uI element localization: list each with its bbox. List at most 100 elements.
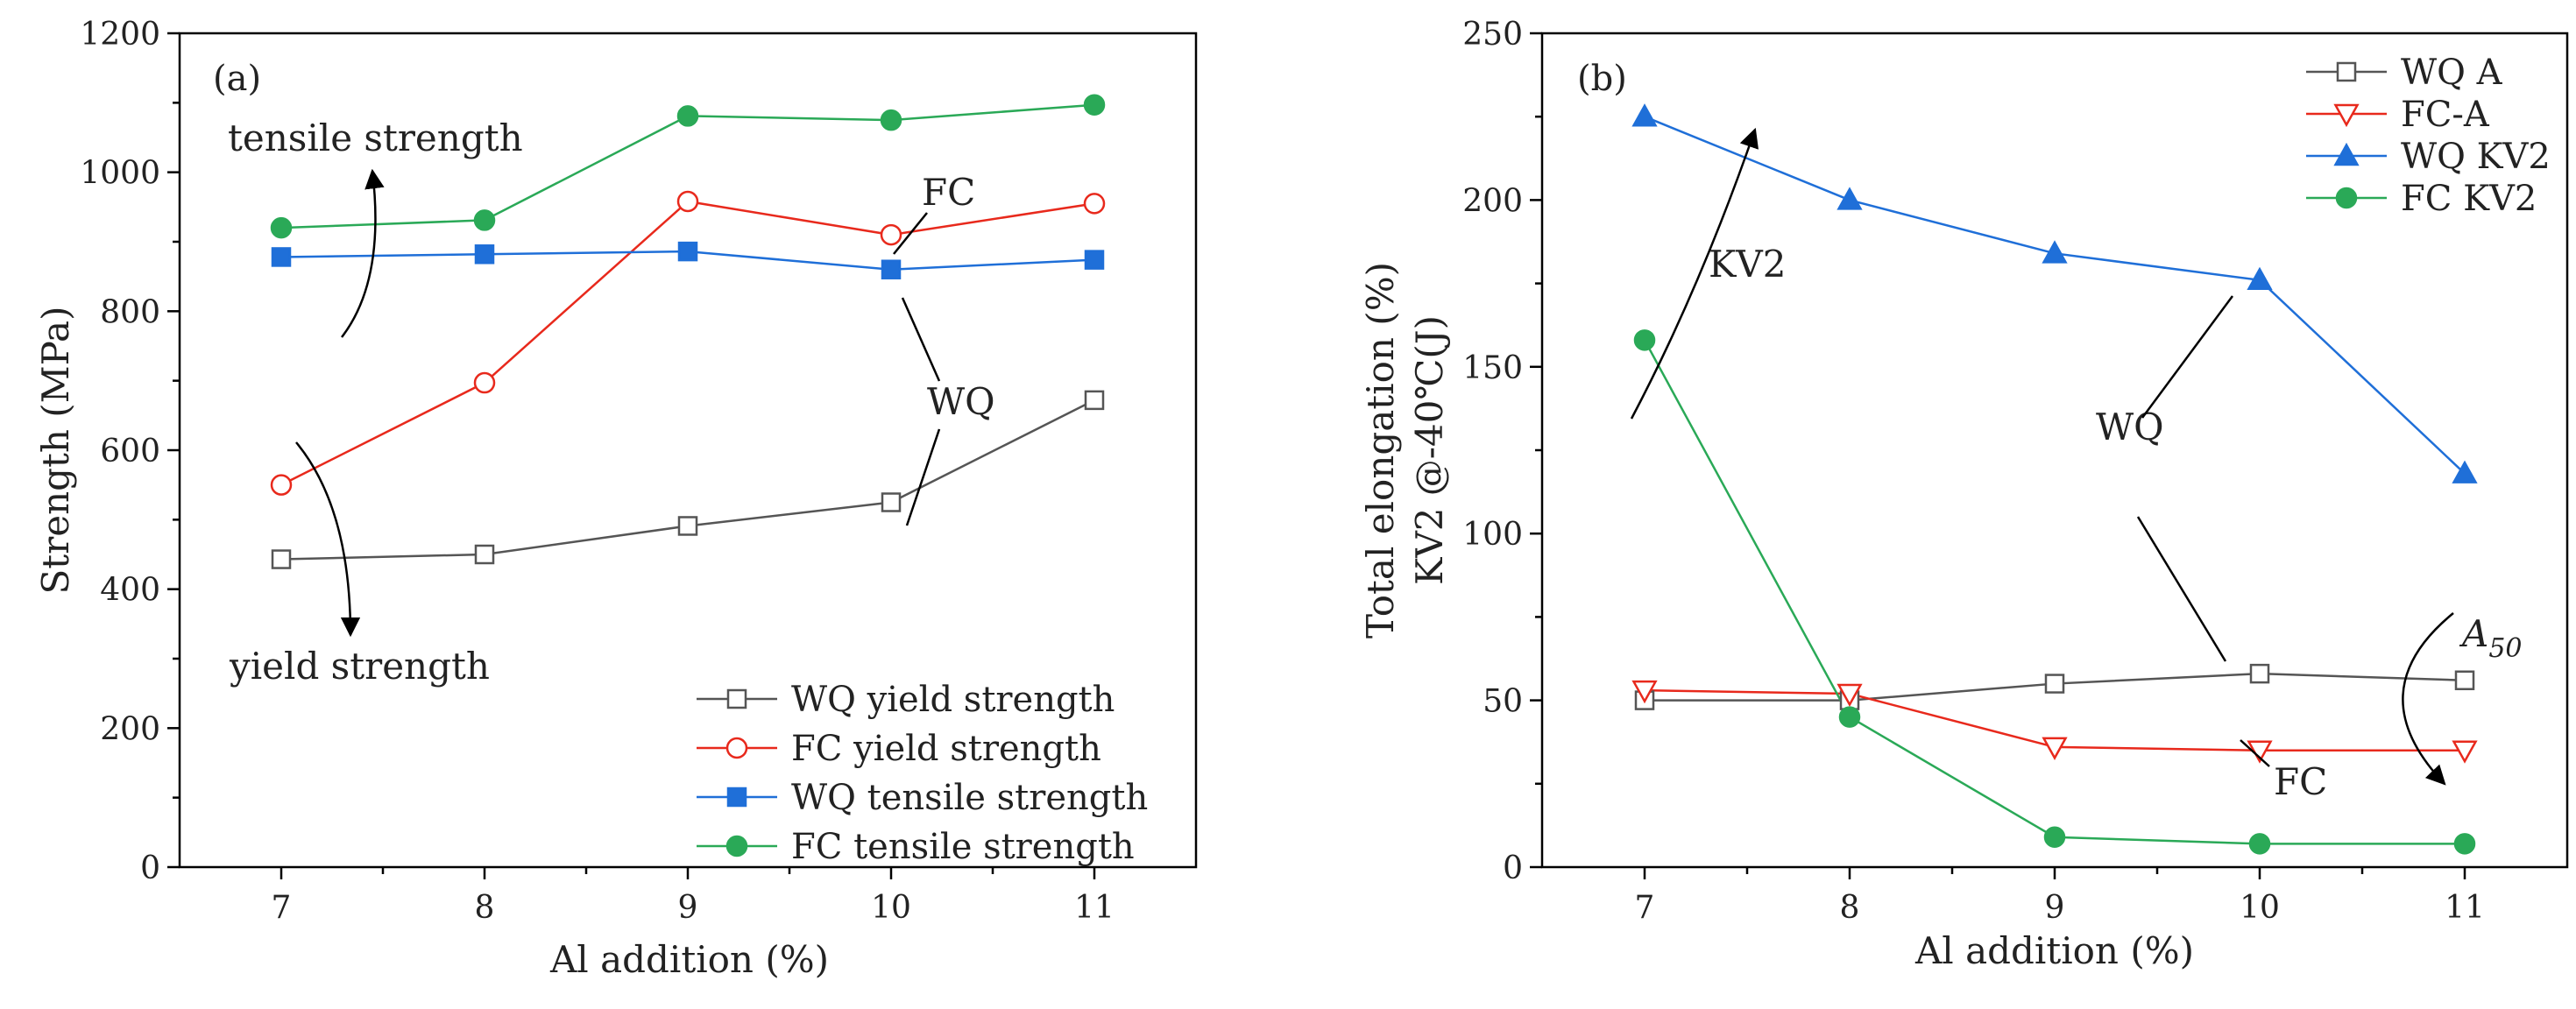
- panel-a-legend: WQ yield strength FC yield strength WQ ten…: [697, 680, 1148, 867]
- panel-b-y-tick-label: 100: [1462, 517, 1523, 553]
- panel-a-series-4-point: [880, 109, 902, 131]
- panel-b-legend-label: WQ A: [2401, 53, 2503, 93]
- panel-a-annotation-wq: WQ: [927, 380, 995, 423]
- panel-b-series-1-point: [2044, 674, 2065, 694]
- panel-a-series-2-point: [676, 190, 699, 213]
- panel-b-fc-leader: [2240, 739, 2270, 767]
- panel-a-series-1-point: [881, 492, 902, 512]
- panel-a-annotation-yield: yield strength: [229, 645, 490, 688]
- panel-a-y-tick-label: 200: [100, 711, 160, 747]
- panel-b-series-3-point: [2042, 240, 2068, 264]
- panel-a-series-2-point: [1083, 193, 1106, 215]
- panel-a-series-3-point: [271, 247, 292, 267]
- panel-a-legend-label: WQ tensile strength: [791, 778, 1148, 818]
- panel-b-legend-label: WQ KV2: [2401, 137, 2551, 177]
- panel-b-annotation-wq: WQ: [2096, 406, 2164, 448]
- panel-b-legend-marker: [2333, 142, 2360, 166]
- panel-a-series-2-point: [270, 474, 293, 496]
- panel-b-annotation-a50: A50: [2459, 612, 2523, 664]
- panel-b-series: [1631, 103, 2478, 855]
- panel-a-legend-marker: [725, 835, 748, 857]
- panel-b-x-axis-title: Al addition (%): [1914, 929, 2194, 972]
- panel-a-series-2-point: [473, 371, 496, 394]
- panel-a-fc-leader: [893, 212, 928, 255]
- panel-b-annotation-fc: FC: [2274, 760, 2327, 803]
- panel-a-axes: 7 8 9 10 11 0 200 400 600 800 1000 1200: [80, 17, 1115, 926]
- panel-b-y-axis-title: Total elongation (%): [1359, 262, 1402, 639]
- panel-a-x-tick-label: 11: [1074, 890, 1115, 926]
- panel-a-legend-marker: [726, 787, 747, 808]
- panel-a-wq-leader-lower: [905, 428, 941, 526]
- panel-b-legend-label: FC KV2: [2401, 179, 2537, 219]
- panel-b-y-tick-label: 50: [1483, 684, 1523, 720]
- panel-a-legend-label: WQ yield strength: [791, 680, 1115, 720]
- panel-a-x-tick-label: 10: [871, 890, 911, 926]
- panel-a-y-axis-title: Strength (MPa): [34, 307, 77, 595]
- panel-b-legend-marker: [2336, 61, 2357, 82]
- panel-b-series-4-point: [1838, 706, 1861, 728]
- panel-a-series-4-point: [270, 216, 293, 239]
- panel-b-series-3-point: [1631, 103, 1658, 127]
- panel-b-x-tick-label: 10: [2240, 890, 2280, 926]
- panel-b-series-3-point: [2247, 266, 2273, 291]
- panel-b-series-3-point: [2452, 460, 2478, 483]
- panel-a-series-1-point: [474, 544, 495, 565]
- panel-a-x-tick-label: 7: [272, 890, 292, 926]
- panel-b-series-4-point: [2043, 826, 2066, 848]
- panel-a-series-3-point: [474, 244, 495, 265]
- panel-b-series-4-point: [1633, 329, 1656, 351]
- panel-b-series-2-point: [2452, 740, 2478, 764]
- panel-a-series-3-point: [881, 259, 902, 279]
- panel-a-annotation-fc: FC: [922, 171, 975, 214]
- panel-a-y-tick-label: 1000: [80, 156, 160, 192]
- panel-a-y-tick-label: 800: [100, 294, 160, 330]
- panel-b-y-axis-title-2: KV2 @-40℃(J): [1408, 315, 1451, 585]
- panel-b-x-tick-label: 8: [1840, 890, 1860, 926]
- panel-a: 7 8 9 10 11 0 200 400 600 800 1000 1200 (a) Al addi…: [34, 17, 1198, 981]
- panel-a-x-tick-label: 9: [678, 890, 698, 926]
- panel-b-y-tick-label: 200: [1462, 183, 1523, 219]
- panel-b-a50-arrow: [2402, 612, 2454, 786]
- panel-a-y-tick-label: 400: [100, 573, 160, 609]
- panel-a-series-1-point: [677, 516, 698, 536]
- panel-b-annotation-kv2: KV2: [1709, 243, 1786, 286]
- panel-b-series-line-4: [1643, 339, 2465, 845]
- panel-a-legend-label: FC yield strength: [791, 729, 1101, 769]
- panel-a-tensile-arrow: [341, 168, 385, 338]
- panel-b-legend-marker: [2335, 187, 2358, 209]
- panel-a-series-1-point: [271, 549, 292, 569]
- panel-a-series-3-point: [1084, 250, 1105, 270]
- panel-b-series-1-point: [2454, 670, 2475, 691]
- panel-b-x-tick-label: 9: [2045, 890, 2065, 926]
- panel-b-series-2-point: [1631, 680, 1658, 704]
- panel-b-series-line-3: [1644, 116, 2466, 475]
- panel-a-y-tick-label: 1200: [80, 17, 160, 53]
- panel-a-series-4-point: [1083, 94, 1106, 116]
- panel-a-legend-marker: [726, 688, 747, 709]
- panel-b-series-2-point: [2042, 737, 2068, 760]
- panel-b-axes: 7 8 9 10 11 0 50 100 150 200 250: [1462, 17, 2485, 926]
- panel-a-wq-leader-upper: [901, 297, 941, 382]
- panel-b-x-tick-label: 7: [1635, 890, 1655, 926]
- panel-a-annotation-tensile: tensile strength: [228, 116, 523, 159]
- panel-b-series-3-point: [1836, 187, 1863, 210]
- panel-b-label: (b): [1577, 59, 1627, 99]
- panel-b-y-tick-label: 250: [1462, 17, 1523, 53]
- panel-b-legend-marker: [2333, 103, 2360, 128]
- panel-b-wq-leader-upper: [2141, 295, 2234, 419]
- panel-b-series-2-point: [1836, 683, 1863, 708]
- panel-b-kv2-arrow: [1630, 127, 1759, 420]
- panel-b-series-1-point: [2249, 663, 2270, 684]
- panel-b-legend-label: FC-A: [2401, 95, 2490, 135]
- panel-b: 7 8 9 10 11 0 50 100 150 200 250 (b) Al addition (…: [1359, 17, 2569, 972]
- panel-a-series-3-point: [677, 241, 698, 262]
- panel-a-yield-arrow: [295, 441, 361, 638]
- panel-a-series-4-point: [676, 105, 699, 127]
- panel-b-y-tick-label: 150: [1462, 350, 1523, 386]
- panel-a-legend-label: FC tensile strength: [791, 827, 1135, 867]
- panel-a-series-2-point: [880, 223, 902, 246]
- panel-b-series-4-point: [2248, 833, 2271, 855]
- panel-a-series-1-point: [1084, 390, 1105, 411]
